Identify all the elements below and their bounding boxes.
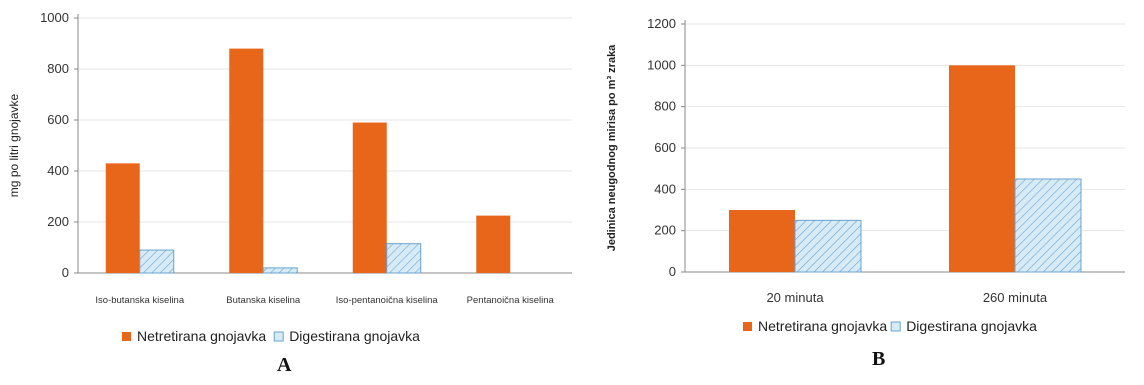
x-tick-label: Iso-pentanoična kiselina bbox=[336, 295, 439, 306]
y-axis-label: Jedinica neugodnog mirisa po m³ zraka bbox=[606, 44, 618, 251]
chart-a-svg: 0 200 400 600 800 1000 mg po litri gnojavke Iso… bbox=[7, 10, 572, 344]
panel-label-a: A bbox=[277, 354, 292, 376]
bar-digestirana bbox=[139, 249, 175, 274]
y-tick-label: 1000 bbox=[647, 57, 676, 72]
legend-label: Netretirana gnojavka bbox=[758, 318, 887, 334]
y-axis-label: mg po litri gnojavke bbox=[7, 93, 21, 197]
y-tick-label: 800 bbox=[654, 99, 676, 114]
legend-label: Netretirana gnojavka bbox=[137, 328, 266, 344]
bar-netretirana bbox=[352, 122, 387, 273]
legend-swatch-digestirana bbox=[890, 321, 901, 332]
y-tick-label: 600 bbox=[47, 112, 69, 127]
y-tick-label: 600 bbox=[654, 140, 676, 155]
legend: Netretirana gnojavka Digestirana gnojavka bbox=[743, 318, 1037, 334]
y-tick-label: 400 bbox=[654, 181, 676, 196]
y-tick-label: 0 bbox=[669, 264, 676, 279]
legend-swatch-digestirana bbox=[273, 331, 284, 342]
legend-swatch-netretirana bbox=[743, 322, 752, 331]
y-tick-label: 400 bbox=[47, 163, 69, 178]
legend-label: Digestirana gnojavka bbox=[906, 318, 1037, 334]
bar-netretirana bbox=[476, 215, 511, 273]
bar-netretirana bbox=[105, 163, 140, 273]
x-tick-label: Pentanoična kiselina bbox=[467, 295, 555, 306]
chart-panel-b: 0 200 400 600 800 1000 1200 Jedinica neugodnog … bbox=[585, 0, 1144, 385]
y-tick-label: 200 bbox=[47, 214, 69, 229]
chart-panel-a: 0 200 400 600 800 1000 mg po litri gnojavke Iso… bbox=[7, 10, 572, 376]
bar-digestirana bbox=[794, 219, 862, 273]
y-tick-label: 1200 bbox=[647, 16, 676, 31]
y-tick-label: 0 bbox=[62, 265, 69, 280]
y-tick-label: 200 bbox=[654, 223, 676, 238]
x-tick-label: 20 minuta bbox=[766, 290, 824, 305]
chart-b-svg: 0 200 400 600 800 1000 1200 Jedinica neugodnog … bbox=[606, 16, 1125, 334]
legend: Netretirana gnojavka Digestirana gnojavka bbox=[122, 328, 420, 344]
bar-digestirana bbox=[386, 243, 422, 274]
legend-label: Digestirana gnojavka bbox=[289, 328, 420, 344]
x-tick-label: Iso-butanska kiselina bbox=[95, 295, 184, 306]
bar-netretirana bbox=[729, 210, 795, 272]
x-tick-label: Butanska kiselina bbox=[226, 295, 301, 306]
y-tick-label: 800 bbox=[47, 61, 69, 76]
legend-swatch-netretirana bbox=[122, 332, 131, 341]
x-tick-label: 260 minuta bbox=[983, 290, 1048, 305]
panel-label-b: B bbox=[872, 348, 886, 370]
bar-netretirana bbox=[949, 65, 1015, 272]
y-tick-label: 1000 bbox=[40, 10, 69, 25]
bar-digestirana bbox=[262, 267, 298, 274]
bar-netretirana bbox=[229, 48, 264, 273]
bar-digestirana bbox=[1014, 178, 1082, 273]
